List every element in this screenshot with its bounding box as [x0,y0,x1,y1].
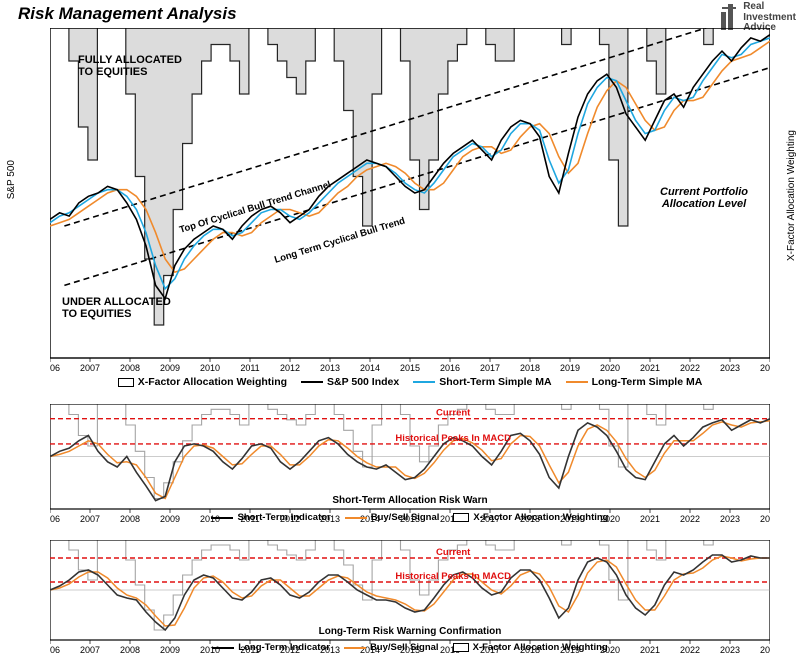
svg-text:Short-Term Allocation Risk War: Short-Term Allocation Risk Warn [332,495,487,506]
svg-text:Historical Peaks In MACD: Historical Peaks In MACD [395,433,511,444]
annot-under: UNDER ALLOCATEDTO EQUITIES [62,296,171,320]
legend-long-term: Long-Term IndicatorBuy/Sell SignalX-Fact… [50,642,770,653]
y-left-label-1: S&P 500 [6,160,17,199]
svg-text:2007: 2007 [80,363,100,373]
svg-text:Current: Current [436,408,471,419]
svg-text:2022: 2022 [680,363,700,373]
svg-text:Historical Peaks In MACD: Historical Peaks In MACD [395,571,511,582]
svg-text:2012: 2012 [280,363,300,373]
svg-text:2009: 2009 [160,363,180,373]
legend-main: X-Factor Allocation WeightingS&P 500 Ind… [50,376,770,388]
svg-text:Long-Term Risk Warning Confirm: Long-Term Risk Warning Confirmation [319,626,502,637]
legend-short-term: Short-Term IndicatorBuy/Sell SignalX-Fac… [50,512,770,523]
long-term-chart: -200-10001002000%25%50%75%100%Long-Term … [50,540,770,656]
svg-text:2024: 2024 [760,363,770,373]
svg-text:2014: 2014 [360,363,380,373]
svg-text:2020: 2020 [600,363,620,373]
svg-text:2011: 2011 [240,363,259,373]
svg-text:2017: 2017 [480,363,500,373]
svg-text:2018: 2018 [520,363,540,373]
short-term-chart: -400-20002004000%50%100%Short-Term Alloc… [50,404,770,525]
annot-fully: FULLY ALLOCATEDTO EQUITIES [78,54,182,78]
svg-text:2015: 2015 [400,363,420,373]
chart-title: Risk Management Analysis [18,4,237,24]
svg-text:2010: 2010 [200,363,220,373]
svg-text:2021: 2021 [640,363,660,373]
svg-text:2019: 2019 [560,363,580,373]
svg-text:2006: 2006 [50,363,60,373]
annot-current-portfolio: Current PortfolioAllocation Level [660,186,748,210]
svg-text:2023: 2023 [720,363,740,373]
svg-text:2016: 2016 [440,363,460,373]
y-right-label-1: X-Factor Allocation Weighting [786,130,797,261]
svg-text:2013: 2013 [320,363,340,373]
svg-text:Current: Current [436,547,471,558]
svg-text:2008: 2008 [120,363,140,373]
